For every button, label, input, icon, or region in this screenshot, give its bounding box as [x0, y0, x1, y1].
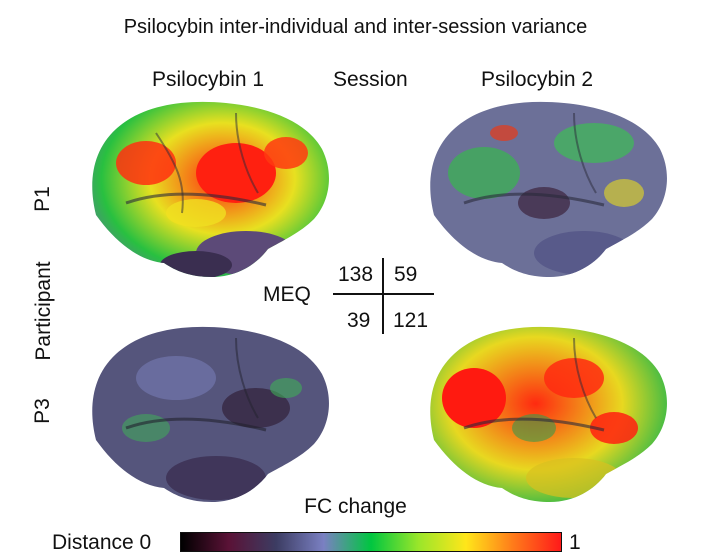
- brain-p3-psilocybin-2: [430, 326, 667, 502]
- colorbar-max-label: 1: [569, 531, 581, 554]
- figure-title: Psilocybin inter-individual and inter-se…: [123, 16, 588, 38]
- meq-value-p1-session-1: 138: [338, 263, 374, 286]
- row-label-p1: P1: [31, 186, 54, 212]
- meq-value-p1-session-2: 59: [394, 263, 418, 286]
- meq-value-p3-session-1: 39: [347, 309, 371, 332]
- colorbar: [180, 532, 562, 552]
- meq-label: MEQ: [263, 283, 311, 306]
- meq-value-p3-session-2: 121: [393, 309, 429, 332]
- brain-p1-psilocybin-1: [92, 101, 329, 277]
- row-label-p3: P3: [31, 398, 54, 424]
- colorbar-min-label: Distance 0: [52, 531, 152, 554]
- meq-vertical-divider: [382, 258, 384, 334]
- brain-p1-psilocybin-2: [430, 101, 667, 277]
- colorbar-caption: FC change: [304, 495, 407, 518]
- column-header-session: Session: [333, 68, 408, 91]
- column-header-psilocybin-1: Psilocybin 1: [152, 68, 265, 91]
- row-axis-participant: Participant: [32, 261, 55, 361]
- brain-p3-psilocybin-1: [92, 326, 329, 502]
- column-header-psilocybin-2: Psilocybin 2: [481, 68, 594, 91]
